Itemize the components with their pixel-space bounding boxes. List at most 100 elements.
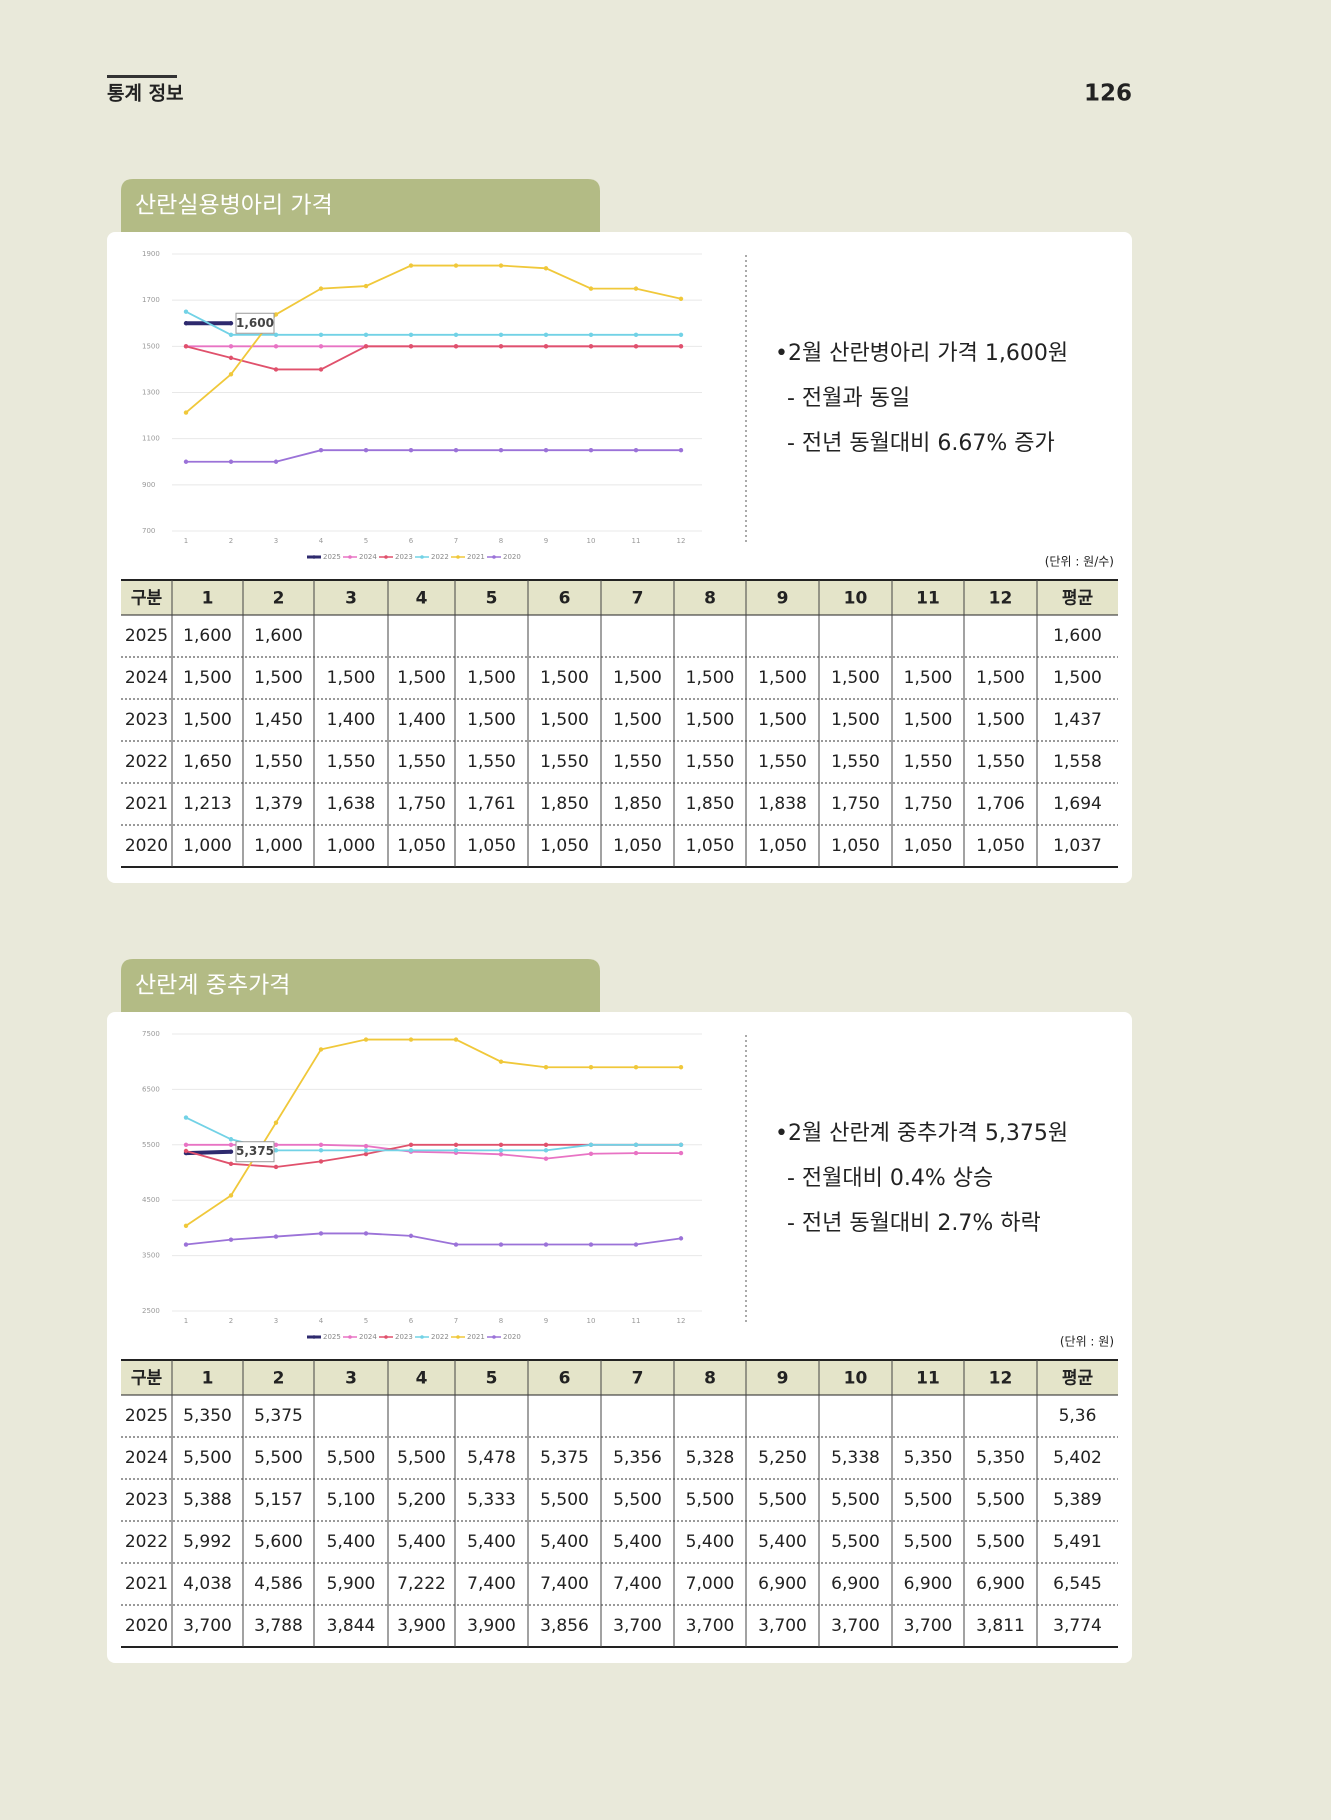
x-tick-label: 7 (454, 1317, 458, 1325)
data-point (678, 448, 684, 453)
legend-label: 2021 (467, 553, 485, 561)
legend-dot (348, 1335, 352, 1339)
x-tick-label: 11 (632, 1317, 641, 1325)
table-cell: 1,838 (758, 794, 807, 814)
y-tick-label: 1900 (142, 250, 160, 258)
table-cell: 7,400 (540, 1574, 589, 1594)
data-point (633, 448, 639, 453)
table-cell: 1,050 (904, 836, 953, 856)
data-point (273, 1164, 279, 1170)
table-cell: 3,700 (831, 1616, 880, 1636)
table-cell: 1,850 (613, 794, 662, 814)
data-point (363, 1143, 369, 1149)
table-cell: 5,500 (976, 1532, 1025, 1552)
table-cell: 5,400 (327, 1532, 376, 1552)
note: - 전년 동월대비 2.7% 하락 (787, 1211, 1041, 1236)
table-cell: 1,500 (976, 710, 1025, 730)
data-point (588, 448, 594, 453)
x-tick-label: 7 (454, 537, 458, 545)
table-cell: 1,500 (904, 710, 953, 730)
x-tick-label: 4 (319, 1317, 324, 1325)
table-cell: 3,811 (976, 1616, 1025, 1636)
x-tick-label: 4 (319, 537, 324, 545)
table-cell: 5,500 (904, 1490, 953, 1510)
table-cell: 1,500 (540, 668, 589, 688)
table-cell: 5,400 (540, 1532, 589, 1552)
table-cell: 5,500 (183, 1448, 232, 1468)
table-cell: 2024 (125, 1448, 168, 1468)
data-point (543, 1065, 549, 1070)
y-tick-label: 3500 (142, 1252, 160, 1260)
x-tick-label: 1 (184, 1317, 188, 1325)
annotation: 1,600 (236, 316, 274, 330)
table-header-cell: 1 (202, 1369, 214, 1389)
data-point (408, 263, 414, 268)
table-header-cell: 8 (704, 1369, 716, 1389)
y-tick-label: 1700 (142, 296, 160, 304)
data-point (408, 1037, 414, 1042)
table-cell: 2022 (125, 1532, 168, 1552)
table-cell: 5,328 (686, 1448, 735, 1468)
data-point (453, 263, 459, 268)
table-cell: 1,550 (613, 752, 662, 772)
table-cell: 1,550 (831, 752, 880, 772)
annotation: 5,375 (236, 1144, 274, 1158)
data-point (228, 344, 234, 349)
table-cell: 5,500 (758, 1490, 807, 1510)
data-point (678, 1236, 684, 1241)
x-tick-label: 3 (274, 537, 278, 545)
table-cell: 3,844 (327, 1616, 376, 1636)
table-cell: 1,850 (540, 794, 589, 814)
table-cell: 3,700 (758, 1616, 807, 1636)
table-header-cell: 5 (486, 1369, 498, 1389)
table-cell: 5,375 (540, 1448, 589, 1468)
table-cell: 1,500 (467, 668, 516, 688)
table-header-cell: 10 (844, 589, 868, 609)
x-tick-label: 1 (184, 537, 188, 545)
x-tick-label: 10 (587, 1317, 596, 1325)
table-cell: 1,000 (254, 836, 303, 856)
data-point (588, 1065, 594, 1070)
data-point (183, 344, 189, 349)
y-tick-label: 5500 (142, 1141, 160, 1149)
table-cell: 5,375 (254, 1406, 303, 1426)
data-point (543, 1242, 549, 1247)
table-header-cell: 구분 (131, 1369, 163, 1389)
table-cell: 1,500 (254, 668, 303, 688)
note: •2월 산란계 중추가격 5,375원 (775, 1121, 1068, 1146)
table-header-cell: 11 (916, 1369, 940, 1389)
legend-label: 2020 (503, 1333, 521, 1341)
table-cell: 5,500 (686, 1490, 735, 1510)
data-point (453, 344, 459, 349)
table-cell: 1,550 (758, 752, 807, 772)
table-header-cell: 6 (559, 1369, 571, 1389)
table-cell: 5,333 (467, 1490, 516, 1510)
data-point (453, 1242, 459, 1247)
table-header-cell: 2 (273, 1369, 285, 1389)
note: •2월 산란병아리 가격 1,600원 (775, 341, 1068, 366)
panel-title: 산란계 중추가격 (135, 973, 290, 999)
table-cell: 1,550 (904, 752, 953, 772)
table-cell: 2023 (125, 710, 168, 730)
y-tick-label: 7500 (142, 1030, 160, 1038)
unit-label: (단위 : 원) (1060, 1335, 1114, 1349)
data-point (633, 1150, 639, 1156)
table-cell: 1,638 (327, 794, 376, 814)
data-point (318, 1047, 324, 1052)
table-cell: 2025 (125, 1406, 168, 1426)
data-point (498, 1242, 504, 1247)
data-point (273, 459, 279, 464)
table-header-bg (121, 1360, 1118, 1395)
y-tick-label: 4500 (142, 1196, 160, 1204)
data-point (498, 344, 504, 349)
table-cell: 1,500 (686, 710, 735, 730)
table-cell: 2024 (125, 668, 168, 688)
data-point (273, 1148, 279, 1153)
x-tick-label: 8 (499, 1317, 503, 1325)
data-point (408, 332, 414, 337)
data-point (228, 1137, 234, 1142)
table-cell: 1,450 (254, 710, 303, 730)
data-point (408, 1148, 414, 1153)
data-point (588, 332, 594, 337)
data-point (318, 1159, 324, 1164)
